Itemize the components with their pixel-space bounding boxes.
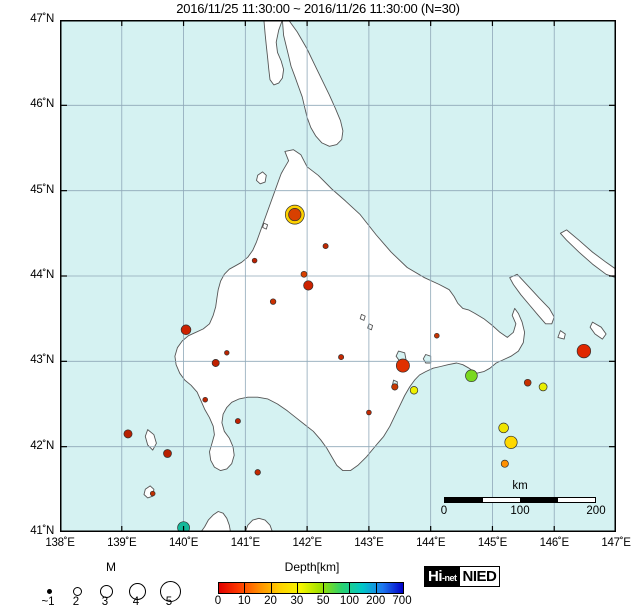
lon-tick-label: 144˚E: [416, 537, 446, 549]
earthquake-marker: [366, 409, 372, 416]
scale-tick-label: 200: [586, 505, 606, 517]
scale-segment: [482, 498, 520, 502]
depth-tick: [349, 582, 351, 594]
earthquake-marker: [269, 298, 277, 305]
earthquake-marker: [303, 280, 314, 291]
earthquake-marker: [523, 378, 532, 387]
earthquake-marker: [211, 359, 220, 367]
magnitude-label: 5: [165, 596, 173, 608]
lon-tick-label: 138˚E: [45, 537, 75, 549]
lon-tick-label: 143˚E: [354, 537, 384, 549]
lat-tick-label: 46˚N: [30, 98, 54, 111]
lon-tick-label: 145˚E: [477, 537, 508, 549]
earthquake-marker: [395, 358, 410, 373]
depth-tick: [244, 582, 246, 594]
earthquake-marker: [391, 383, 399, 391]
earthquake-marker: [234, 418, 241, 425]
depth-tick: [270, 582, 272, 594]
earthquake-marker: [500, 459, 509, 468]
earthquake-marker: [409, 386, 419, 395]
map-frame: [60, 20, 616, 532]
hinet-nied-logo: Hi-net NIED: [424, 566, 501, 587]
depth-tick-label: 0: [214, 595, 222, 607]
magnitude-symbol: [46, 588, 52, 594]
lon-tick-label: 146˚E: [539, 537, 569, 549]
magnitude-legend: M ~1 2 3 4 5: [26, 560, 196, 608]
map-plot-area: [60, 20, 616, 532]
earthquake-marker: [576, 343, 592, 359]
scale-tick-label: 100: [510, 505, 530, 517]
earthquake-markers: [123, 204, 592, 532]
lon-tick-label: 141˚E: [230, 537, 260, 549]
scale-bar: km 0 100 200: [440, 480, 606, 520]
lat-tick-label: 45˚N: [30, 183, 54, 196]
scale-segment: [520, 498, 558, 502]
magnitude-label: 2: [72, 596, 80, 608]
depth-color-bar: [218, 582, 404, 594]
earthquake-marker: [163, 449, 172, 458]
depth-tick-label: 700: [392, 595, 412, 607]
depth-tick-label: 100: [339, 595, 360, 607]
magnitude-symbol: [159, 580, 181, 602]
depth-legend-title: Depth[km]: [284, 560, 340, 574]
depth-tick-label: 20: [264, 595, 277, 607]
logo-nied: NIED: [459, 567, 500, 586]
earthquake-marker: [224, 350, 230, 356]
lat-tick-label: 47˚N: [30, 13, 54, 25]
earthquake-marker: [288, 208, 302, 222]
depth-tick-label: 10: [237, 595, 251, 607]
depth-legend: Depth[km] 0 10 20 30 50 100 200 700: [212, 560, 412, 608]
scale-tick-label: 0: [440, 505, 448, 517]
logo-hi-text: Hi: [428, 568, 443, 585]
earthquake-marker: [202, 396, 208, 403]
lon-tick-label: 140˚E: [168, 537, 199, 549]
depth-tick-label: 50: [316, 595, 330, 607]
logo-hinet: Hi-net: [425, 567, 460, 586]
magnitude-legend-title: M: [106, 560, 116, 574]
earthquake-marker: [254, 469, 261, 476]
lon-tick-label: 147˚E: [601, 537, 631, 549]
depth-tick: [296, 582, 298, 594]
scale-segment: [445, 498, 483, 502]
magnitude-symbol: [99, 584, 113, 598]
earthquake-marker: [465, 369, 478, 383]
earthquake-marker: [322, 243, 329, 250]
map-canvas: [60, 20, 616, 532]
scale-bar-segments: [444, 497, 596, 503]
earthquake-marker: [251, 257, 258, 264]
earthquake-marker: [498, 422, 509, 434]
depth-tick: [323, 582, 325, 594]
earthquake-marker: [504, 435, 518, 449]
earthquake-marker: [149, 490, 156, 497]
lon-tick-label: 142˚E: [292, 537, 322, 549]
earthquake-marker: [180, 324, 192, 336]
magnitude-symbol: [72, 586, 82, 596]
logo-net-text: -net: [442, 573, 457, 583]
scale-segment: [557, 498, 595, 502]
magnitude-label: 3: [101, 596, 109, 608]
earthquake-marker: [338, 354, 345, 361]
earthquake-marker: [300, 270, 308, 278]
earthquake-marker: [538, 382, 548, 392]
lat-tick-label: 42˚N: [30, 439, 54, 452]
depth-tick: [375, 582, 377, 594]
scale-unit-label: km: [512, 480, 528, 492]
depth-color-bar-ticks: [218, 582, 404, 594]
magnitude-label: 4: [132, 596, 140, 608]
earthquake-marker: [434, 332, 440, 339]
depth-tick-label: 30: [290, 595, 304, 607]
page-title: 2016/11/25 11:30:00 ~ 2016/11/26 11:30:0…: [176, 1, 460, 16]
earthquake-marker: [123, 429, 133, 439]
lon-tick-label: 139˚E: [107, 537, 137, 549]
depth-tick-label: 200: [366, 595, 386, 607]
lat-tick-label: 43˚N: [30, 354, 54, 367]
graticule-grid: [60, 20, 616, 532]
lat-tick-label: 41˚N: [30, 525, 54, 537]
magnitude-symbol: [128, 582, 146, 600]
magnitude-label: ~1: [41, 596, 55, 608]
lat-tick-label: 44˚N: [30, 269, 54, 281]
